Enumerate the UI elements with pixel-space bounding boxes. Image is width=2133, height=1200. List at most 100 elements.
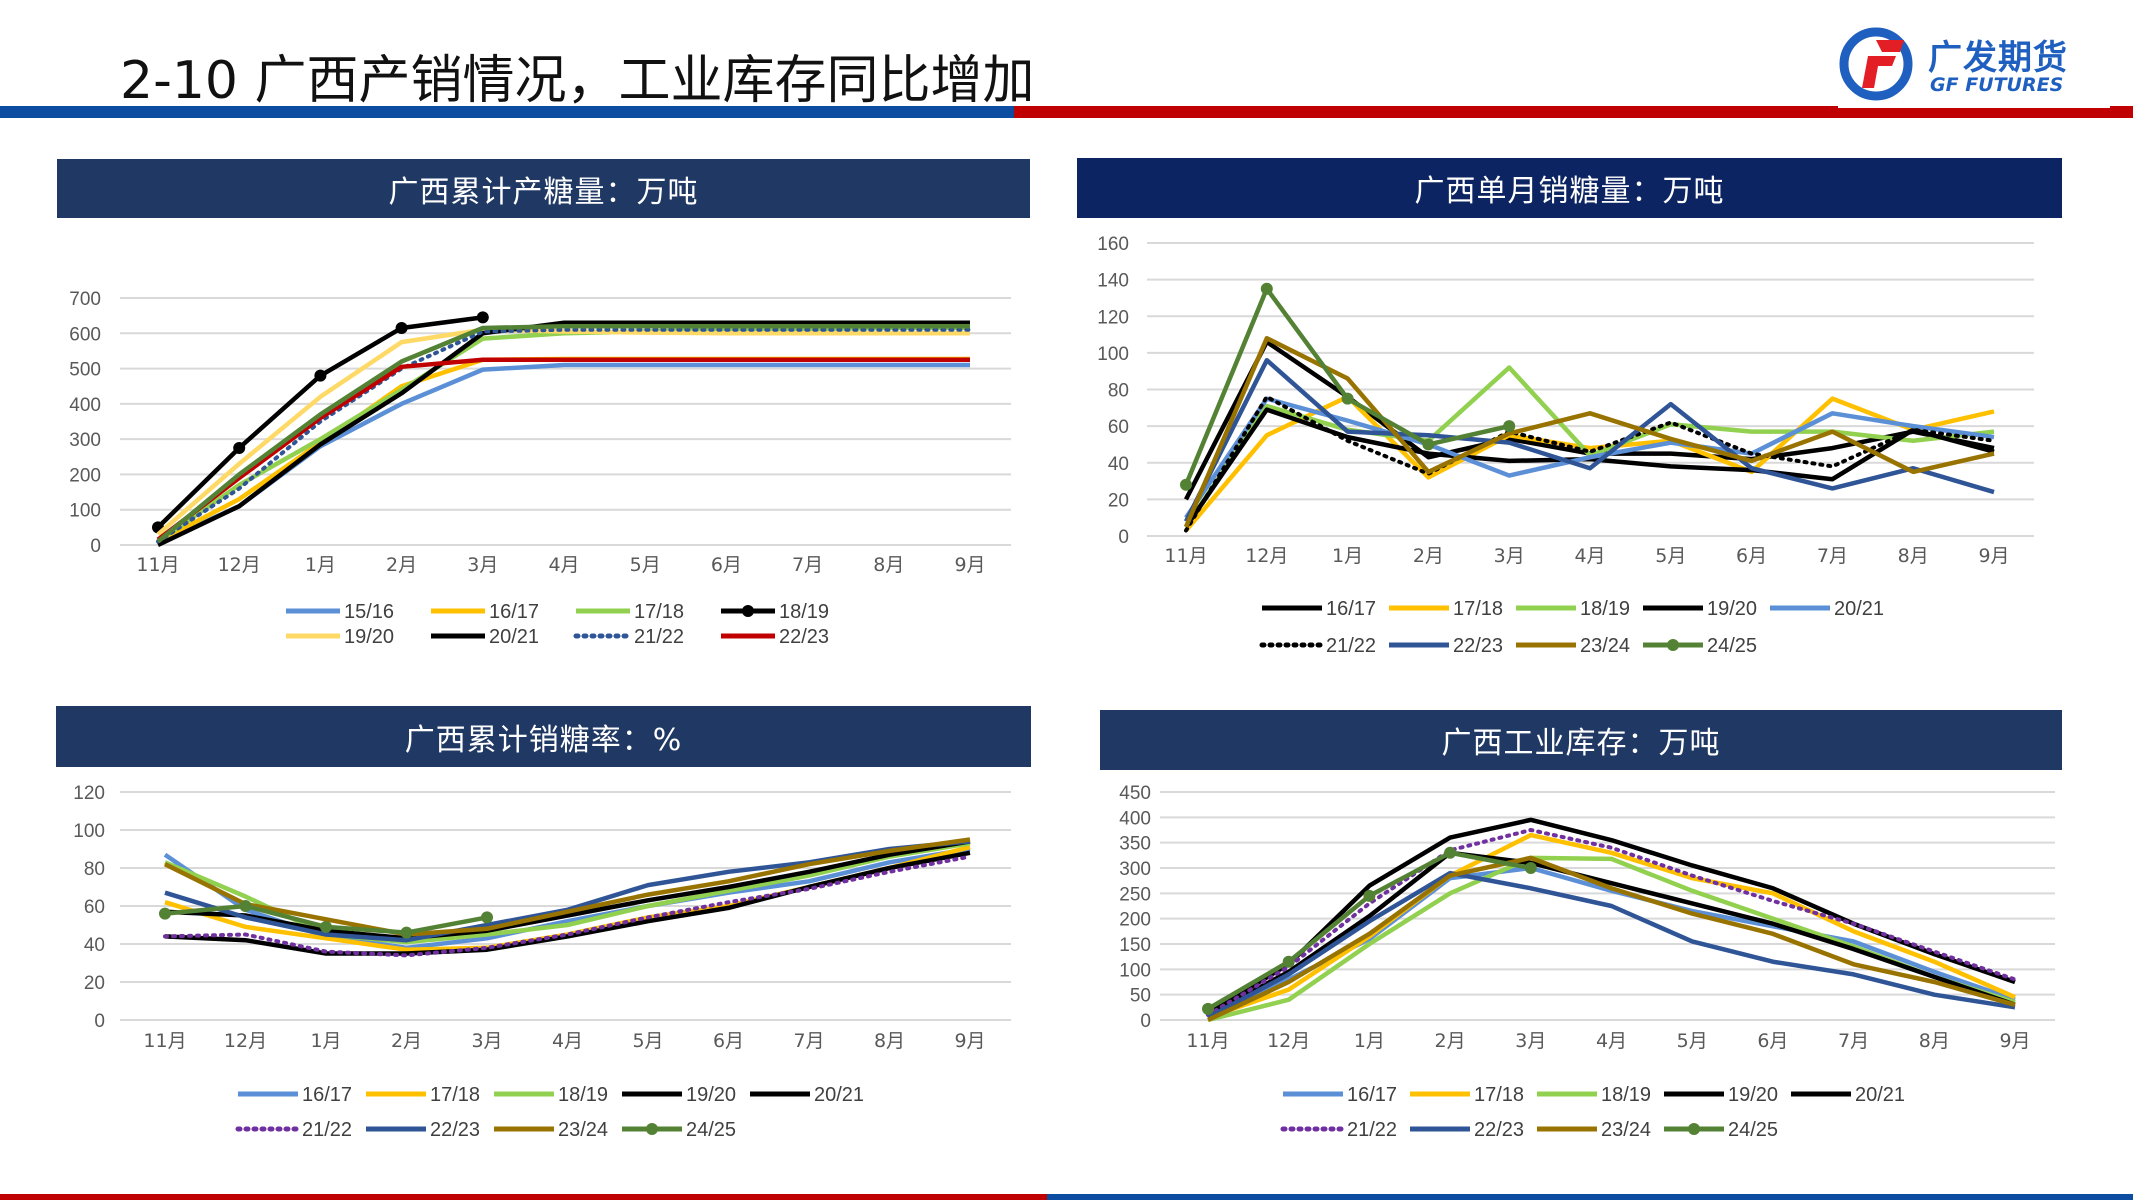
- data-point: [1202, 1002, 1214, 1015]
- legend-label: 24/25: [1728, 1119, 1778, 1141]
- data-point: [1260, 282, 1273, 295]
- x-tick-label: 2月: [386, 554, 417, 576]
- legend-item: 17/18: [1389, 598, 1503, 620]
- legend-item: 18/19: [494, 1084, 608, 1106]
- legend-label: 23/24: [1580, 635, 1630, 657]
- legend-item: 16/17: [238, 1084, 352, 1106]
- chart4-header: 广西工业库存：万吨: [1100, 710, 2062, 770]
- legend-label: 16/17: [302, 1084, 352, 1106]
- y-tick-label: 0: [90, 536, 101, 557]
- x-tick-label: 7月: [793, 1030, 824, 1052]
- x-tick-label: 5月: [1655, 545, 1686, 567]
- legend-label: 18/19: [779, 601, 829, 623]
- x-tick-label: 6月: [1736, 545, 1767, 567]
- x-tick-label: 9月: [1978, 545, 2009, 567]
- y-tick-label: 0: [1140, 1011, 1151, 1032]
- logo-english-text: GF FUTURES: [1930, 74, 2064, 96]
- x-tick-label: 4月: [552, 1030, 583, 1052]
- legend-item: 23/24: [1516, 635, 1630, 657]
- x-tick-label: 12月: [1245, 545, 1288, 567]
- legend-label: 23/24: [558, 1119, 608, 1141]
- legend-item: 21/22: [1259, 635, 1376, 657]
- company-logo: 广发期货 GF FUTURES: [1838, 26, 2108, 102]
- legend-item: 20/21: [750, 1084, 864, 1106]
- x-tick-label: 7月: [1817, 545, 1848, 567]
- y-tick-label: 80: [1108, 381, 1129, 402]
- x-tick-label: 12月: [1267, 1030, 1310, 1052]
- legend-label: 18/19: [558, 1084, 608, 1106]
- legend-item: 23/24: [1537, 1119, 1651, 1141]
- x-tick-label: 3月: [1515, 1030, 1546, 1052]
- y-tick-label: 300: [69, 430, 101, 451]
- legend-marker: [646, 1123, 658, 1135]
- x-tick-label: 11月: [1164, 545, 1207, 567]
- y-tick-label: 300: [1119, 859, 1151, 880]
- x-tick-label: 2月: [391, 1030, 422, 1052]
- y-tick-label: 120: [73, 783, 105, 804]
- data-point: [1341, 392, 1354, 405]
- chart3-header: 广西累计销糖率：%: [56, 706, 1031, 767]
- legend-item: 19/20: [286, 626, 394, 648]
- y-tick-label: 500: [69, 360, 101, 381]
- y-tick-label: 120: [1097, 307, 1129, 328]
- x-tick-label: 6月: [713, 1030, 744, 1052]
- y-tick-label: 150: [1119, 935, 1151, 956]
- x-tick-label: 1月: [1332, 545, 1363, 567]
- series-line-23-24: [164, 837, 971, 937]
- legend-label: 18/19: [1601, 1084, 1651, 1106]
- x-tick-label: 2月: [1435, 1030, 1466, 1052]
- y-tick-label: 100: [69, 501, 101, 522]
- y-tick-label: 40: [84, 935, 105, 956]
- y-tick-label: 100: [1097, 344, 1129, 365]
- chart-2: 0 20 40 60 80 100 120 140 160 11月 12月 1月 2月 3月 4月 5月 6月 7…: [1097, 234, 2034, 657]
- y-tick-label: 250: [1119, 884, 1151, 905]
- x-tick-label: 7月: [1838, 1030, 1869, 1052]
- legend-item: 21/22: [1280, 1119, 1397, 1141]
- legend-label: 24/25: [1707, 635, 1757, 657]
- legend-label: 22/23: [430, 1119, 480, 1141]
- slide-title: 2-10 广西产销情况，工业库存同比增加: [120, 51, 1035, 111]
- legend-marker: [742, 605, 754, 617]
- legend-label: 24/25: [686, 1119, 736, 1141]
- y-tick-label: 20: [1108, 490, 1129, 511]
- header-red-bar: [1014, 106, 2133, 118]
- legend-item: 17/18: [366, 1084, 480, 1106]
- data-point: [400, 926, 413, 939]
- series-line-19-20: [156, 327, 970, 537]
- legend-item: 20/21: [1770, 598, 1884, 620]
- logo-backdrop: [1838, 98, 2110, 108]
- x-tick-label: 6月: [1757, 1030, 1788, 1052]
- legend-label: 16/17: [489, 601, 539, 623]
- x-tick-label: 9月: [954, 1030, 985, 1052]
- legend-item: 22/23: [1410, 1119, 1524, 1141]
- data-point: [476, 311, 489, 324]
- data-point: [239, 900, 252, 912]
- legend-label: 17/18: [1474, 1084, 1524, 1106]
- y-tick-label: 400: [1119, 808, 1151, 829]
- y-tick-label: 140: [1097, 271, 1129, 292]
- data-point: [1363, 889, 1376, 902]
- series-line-unlabeled: [156, 323, 970, 544]
- legend-marker: [1667, 639, 1679, 651]
- x-tick-label: 3月: [471, 1030, 502, 1052]
- legend-item: 19/20: [1643, 598, 1757, 620]
- legend-label: 17/18: [634, 601, 684, 623]
- data-point: [1180, 478, 1192, 491]
- y-tick-label: 100: [1119, 960, 1151, 981]
- legend-label: 19/20: [1728, 1084, 1778, 1106]
- legend-label: 19/20: [344, 626, 394, 648]
- y-tick-label: 0: [94, 1011, 105, 1032]
- legend-item: 19/20: [622, 1084, 736, 1106]
- y-tick-label: 160: [1097, 234, 1129, 255]
- x-tick-label: 5月: [630, 554, 661, 576]
- legend-item: 16/17: [431, 601, 539, 623]
- legend-item: 18/19: [1516, 598, 1630, 620]
- series-line-22-23: [1183, 357, 1995, 523]
- series-line-21-22: [156, 327, 972, 544]
- legend-marker: [1688, 1123, 1700, 1135]
- legend-item: 23/24: [494, 1119, 608, 1141]
- x-tick-label: 11月: [136, 554, 179, 576]
- legend-item: 20/21: [1791, 1084, 1905, 1106]
- data-point: [395, 321, 408, 334]
